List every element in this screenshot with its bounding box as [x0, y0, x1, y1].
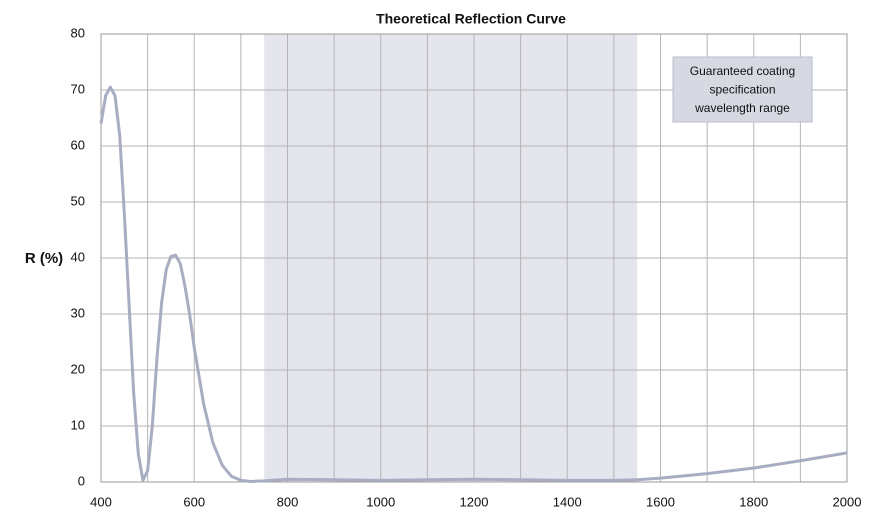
y-tick-label: 70	[71, 81, 85, 96]
y-tick-label: 40	[71, 249, 85, 264]
plot-frame	[100, 33, 848, 483]
x-tick-label: 1600	[646, 494, 675, 509]
y-tick-label: 50	[71, 193, 85, 208]
y-tick-label: 30	[71, 305, 85, 320]
y-tick-label: 60	[71, 137, 85, 152]
y-axis-label: R (%)	[25, 250, 63, 267]
y-tick-label: 0	[78, 473, 85, 488]
x-tick-label: 2000	[833, 494, 862, 509]
x-tick-label: 600	[183, 494, 205, 509]
reflection-curve	[99, 85, 848, 483]
annotation-text: Guaranteed coating	[690, 64, 795, 78]
annotation-text: specification	[709, 83, 775, 97]
x-tick-label: 800	[277, 494, 299, 509]
x-tick-label: 1000	[366, 494, 395, 509]
x-tick-label: 400	[90, 494, 112, 509]
y-tick-label: 80	[71, 25, 85, 40]
annotation-box	[672, 56, 813, 123]
annotation-text: wavelength range	[694, 101, 790, 115]
y-tick-label: 20	[71, 361, 85, 376]
y-tick-label: 10	[71, 417, 85, 432]
x-tick-label: 1800	[739, 494, 768, 509]
x-tick-label: 1200	[460, 494, 489, 509]
chart-title: Theoretical Reflection Curve	[376, 11, 566, 27]
x-tick-label: 1400	[553, 494, 582, 509]
